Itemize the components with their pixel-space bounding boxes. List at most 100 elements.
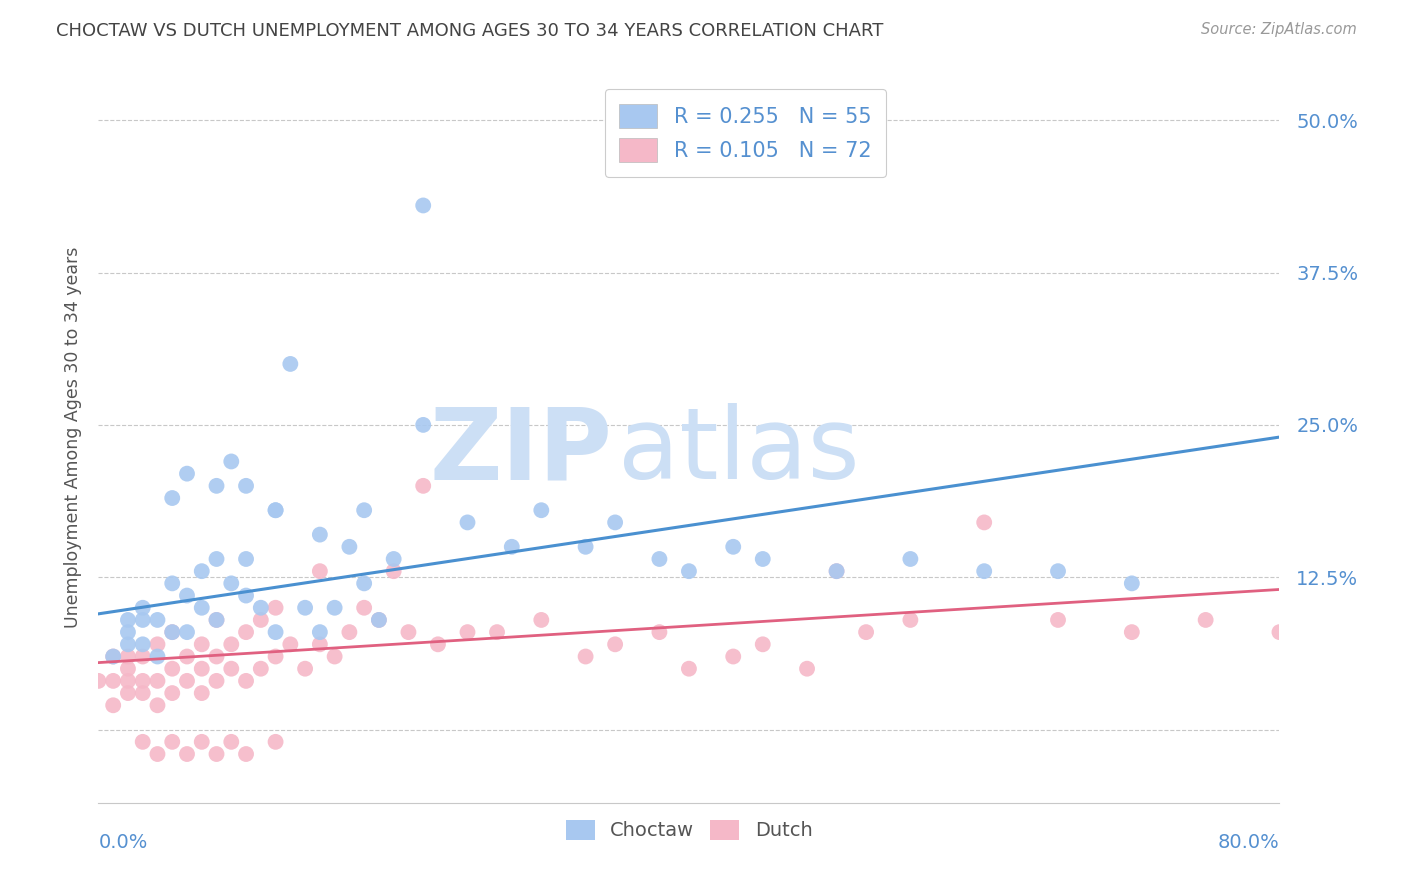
Text: 0.0%: 0.0% xyxy=(98,833,148,853)
Text: CHOCTAW VS DUTCH UNEMPLOYMENT AMONG AGES 30 TO 34 YEARS CORRELATION CHART: CHOCTAW VS DUTCH UNEMPLOYMENT AMONG AGES… xyxy=(56,22,883,40)
Point xyxy=(264,503,287,517)
Point xyxy=(575,649,598,664)
Point xyxy=(264,503,287,517)
Point xyxy=(235,673,257,688)
Point xyxy=(162,625,183,640)
Point xyxy=(132,735,155,749)
Point xyxy=(117,686,139,700)
Point xyxy=(146,747,169,761)
Point xyxy=(176,649,198,664)
Point xyxy=(1268,625,1291,640)
Point xyxy=(309,625,332,640)
Point xyxy=(162,735,183,749)
Point xyxy=(146,698,169,713)
Point xyxy=(280,637,302,651)
Point xyxy=(323,600,346,615)
Point xyxy=(132,649,155,664)
Point xyxy=(309,527,332,541)
Point xyxy=(132,673,155,688)
Point xyxy=(1121,576,1143,591)
Point xyxy=(235,552,257,566)
Point xyxy=(486,625,509,640)
Point xyxy=(162,625,183,640)
Point xyxy=(648,552,671,566)
Point xyxy=(368,613,391,627)
Point xyxy=(235,589,257,603)
Y-axis label: Unemployment Among Ages 30 to 34 years: Unemployment Among Ages 30 to 34 years xyxy=(63,246,82,628)
Point xyxy=(250,662,273,676)
Point xyxy=(752,552,775,566)
Point xyxy=(1046,613,1070,627)
Point xyxy=(117,637,139,651)
Point xyxy=(825,564,848,578)
Point xyxy=(235,747,257,761)
Text: atlas: atlas xyxy=(619,403,859,500)
Point xyxy=(900,613,922,627)
Point xyxy=(605,516,627,530)
Point xyxy=(368,613,391,627)
Point xyxy=(221,662,243,676)
Point xyxy=(412,198,434,212)
Point xyxy=(250,613,273,627)
Point xyxy=(191,735,214,749)
Point xyxy=(162,576,183,591)
Point xyxy=(132,686,155,700)
Point xyxy=(678,564,700,578)
Point xyxy=(205,613,228,627)
Point xyxy=(353,600,375,615)
Point xyxy=(530,613,553,627)
Point xyxy=(117,625,139,640)
Point xyxy=(1195,613,1218,627)
Point xyxy=(1121,625,1143,640)
Point xyxy=(191,686,214,700)
Point xyxy=(221,454,243,468)
Point xyxy=(132,613,155,627)
Point xyxy=(205,613,228,627)
Point xyxy=(205,747,228,761)
Point xyxy=(382,552,405,566)
Point xyxy=(648,625,671,640)
Point xyxy=(457,625,479,640)
Point xyxy=(339,625,361,640)
Point xyxy=(752,637,775,651)
Point xyxy=(117,613,139,627)
Point xyxy=(221,576,243,591)
Point xyxy=(162,491,183,505)
Point xyxy=(117,662,139,676)
Point xyxy=(501,540,523,554)
Point xyxy=(146,637,169,651)
Point xyxy=(162,662,183,676)
Point xyxy=(191,600,214,615)
Text: 80.0%: 80.0% xyxy=(1218,833,1279,853)
Point xyxy=(678,662,700,676)
Point xyxy=(176,467,198,481)
Point xyxy=(205,479,228,493)
Point xyxy=(353,576,375,591)
Point xyxy=(605,637,627,651)
Point xyxy=(294,662,316,676)
Point xyxy=(132,600,155,615)
Point xyxy=(723,649,745,664)
Point xyxy=(221,637,243,651)
Point xyxy=(427,637,450,651)
Point xyxy=(103,698,125,713)
Point xyxy=(117,673,139,688)
Point xyxy=(235,625,257,640)
Point xyxy=(176,625,198,640)
Point xyxy=(339,540,361,554)
Point xyxy=(146,649,169,664)
Point xyxy=(132,637,155,651)
Point xyxy=(103,649,125,664)
Point xyxy=(264,625,287,640)
Point xyxy=(398,625,420,640)
Point xyxy=(146,613,169,627)
Legend: Choctaw, Dutch: Choctaw, Dutch xyxy=(558,812,820,848)
Point xyxy=(280,357,302,371)
Point xyxy=(309,564,332,578)
Point xyxy=(412,479,434,493)
Text: ZIP: ZIP xyxy=(429,403,612,500)
Point xyxy=(530,503,553,517)
Point xyxy=(457,516,479,530)
Text: Source: ZipAtlas.com: Source: ZipAtlas.com xyxy=(1201,22,1357,37)
Point xyxy=(235,479,257,493)
